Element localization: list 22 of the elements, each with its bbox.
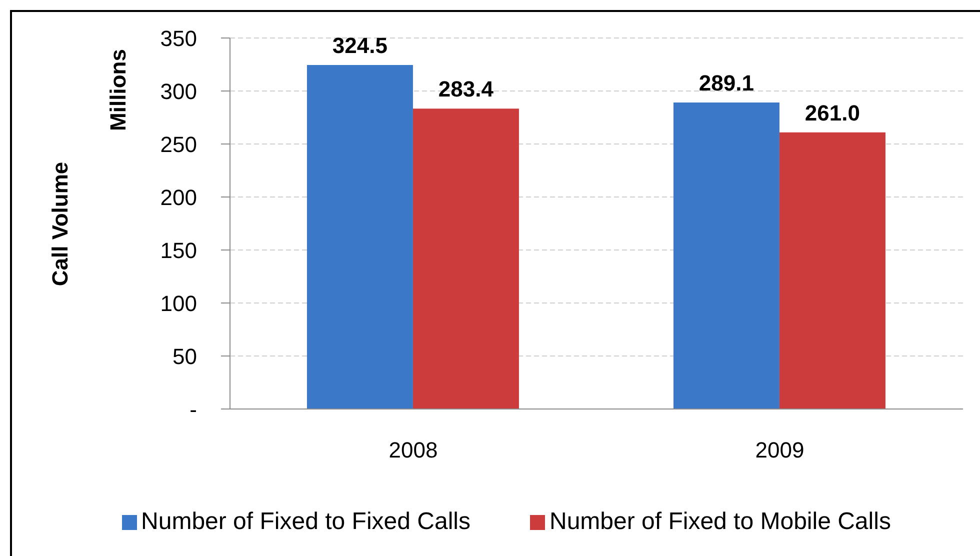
y-tick-label: 200	[160, 184, 197, 210]
data-label: 324.5	[332, 33, 388, 58]
y-tick-label: 50	[172, 344, 197, 369]
y-axis-title: Call Volume	[48, 162, 72, 286]
bar	[306, 65, 413, 409]
bar	[412, 108, 519, 409]
text: Millions	[106, 49, 130, 131]
y-tick-label: -	[190, 396, 197, 422]
y-tick-label: 300	[160, 78, 197, 104]
x-tick-label: 2008	[388, 438, 438, 463]
bar	[779, 132, 886, 409]
data-label: 283.4	[438, 76, 494, 102]
y-tick-label: 150	[160, 238, 197, 263]
data-label: 289.1	[698, 70, 754, 96]
x-tick-label: 2009	[755, 438, 804, 463]
legend-label: Number of Fixed to Mobile Calls	[549, 508, 891, 535]
legend-label: Number of Fixed to Fixed Calls	[141, 508, 470, 535]
data-label: 261.0	[804, 100, 860, 126]
bar	[673, 102, 780, 409]
y-tick-label: 250	[160, 132, 197, 157]
y-tick-label: 350	[160, 26, 197, 51]
y-tick-label: 100	[160, 290, 197, 316]
